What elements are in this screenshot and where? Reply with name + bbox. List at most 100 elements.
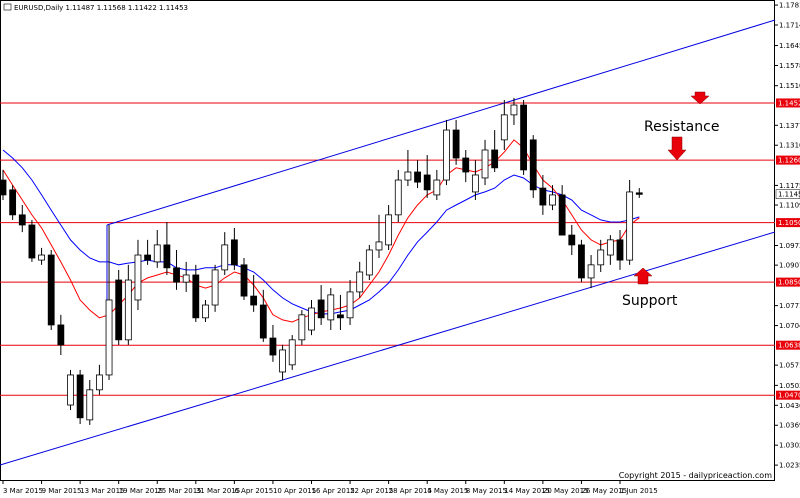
candle-body bbox=[578, 244, 585, 279]
y-tick-label: 1.16450 bbox=[779, 42, 800, 50]
y-tick-label: 1.05030 bbox=[779, 382, 800, 390]
y-tick-label: 1.05710 bbox=[779, 362, 800, 370]
x-tick-label: 14 May 2015 bbox=[504, 487, 550, 495]
candle-body bbox=[173, 267, 180, 283]
chart-icon bbox=[3, 3, 12, 11]
level-label-box bbox=[776, 277, 800, 287]
candle-body bbox=[520, 104, 527, 171]
candle-body bbox=[18, 214, 26, 226]
level-label-box bbox=[776, 340, 800, 350]
candles bbox=[0, 97, 643, 425]
candle-body bbox=[240, 264, 248, 297]
level-label: 1.10500 bbox=[778, 219, 800, 227]
candle-body bbox=[529, 139, 537, 191]
candle-body bbox=[385, 214, 393, 246]
x-tick-label: 25 Mar 2015 bbox=[157, 487, 201, 495]
candle-body bbox=[308, 307, 315, 331]
candle-body bbox=[317, 299, 325, 319]
candle-body bbox=[394, 179, 402, 216]
y-tick-label: 1.13100 bbox=[779, 142, 800, 150]
candle-body bbox=[134, 254, 142, 301]
candle-body bbox=[510, 104, 518, 116]
candle-body bbox=[549, 194, 556, 206]
y-tick-label: 1.15100 bbox=[779, 82, 800, 90]
level-label-box bbox=[776, 155, 800, 165]
y-tick-label: 1.11750 bbox=[779, 182, 800, 190]
level-label-box bbox=[776, 390, 800, 400]
x-tick-label: 19 Mar 2015 bbox=[119, 487, 163, 495]
candle-body bbox=[500, 114, 508, 141]
candle-body bbox=[356, 271, 364, 293]
y-tick-label: 1.03020 bbox=[779, 442, 800, 450]
current-price-label: 1.11453 bbox=[778, 191, 800, 199]
candle-body bbox=[57, 324, 65, 346]
level-label: 1.06380 bbox=[778, 342, 800, 350]
annotation: Resistance bbox=[644, 119, 719, 135]
x-tick-label: 28 Apr 2015 bbox=[389, 487, 432, 495]
candle-body bbox=[76, 374, 84, 419]
x-tick-label: 16 Apr 2015 bbox=[312, 487, 355, 495]
channel-upper bbox=[106, 19, 776, 226]
x-tick-label: 1 Jun 2015 bbox=[620, 487, 658, 495]
candle-body bbox=[105, 299, 113, 376]
y-tick-label: 1.03690 bbox=[779, 422, 800, 430]
copyright: Copyright 2015 - dailypriceaction.com bbox=[619, 471, 772, 480]
level-label-box bbox=[776, 218, 800, 228]
candle-body bbox=[182, 274, 190, 283]
candle-body bbox=[250, 295, 258, 306]
candle-body bbox=[211, 269, 219, 306]
candle-body bbox=[404, 171, 412, 181]
candle-body bbox=[346, 291, 354, 319]
candle-body bbox=[481, 149, 489, 179]
x-tick-label: 8 May 2015 bbox=[466, 487, 507, 495]
y-tick-label: 1.13770 bbox=[779, 122, 800, 130]
candle-body bbox=[124, 279, 132, 341]
candle-body bbox=[616, 239, 624, 261]
x-tick-label: 4 May 2015 bbox=[427, 487, 468, 495]
candle-body bbox=[288, 339, 296, 366]
arrow-down bbox=[690, 91, 710, 105]
x-tick-label: 3 Mar 2015 bbox=[3, 487, 43, 495]
candle-body bbox=[38, 254, 45, 261]
candle-body bbox=[414, 171, 421, 183]
candle-body bbox=[568, 234, 576, 246]
candle-body bbox=[163, 244, 171, 269]
candle-body bbox=[230, 239, 238, 266]
candle-body bbox=[47, 254, 55, 326]
x-tick-label: 13 Mar 2015 bbox=[80, 487, 124, 495]
candle-body bbox=[279, 349, 286, 373]
y-tick-label: 1.15780 bbox=[779, 62, 800, 70]
candle-body bbox=[153, 244, 161, 263]
annotation: Support bbox=[622, 293, 678, 309]
candle-body bbox=[423, 174, 431, 191]
candle-body bbox=[86, 389, 94, 421]
candle-body bbox=[269, 337, 277, 356]
candle-body bbox=[0, 179, 7, 196]
candle-body bbox=[67, 374, 74, 406]
candle-body bbox=[298, 314, 306, 341]
y-tick-label: 1.17140 bbox=[779, 21, 800, 29]
level-label: 1.08500 bbox=[778, 279, 800, 287]
level-label: 1.12600 bbox=[778, 157, 800, 165]
x-tick-label: 31 Mar 2015 bbox=[196, 487, 240, 495]
candle-body bbox=[606, 239, 614, 256]
y-tick-label: 1.09070 bbox=[779, 262, 800, 270]
candle-body bbox=[365, 249, 373, 276]
level-label-box bbox=[776, 98, 800, 108]
candle-body bbox=[471, 174, 479, 193]
candle-body bbox=[327, 294, 335, 321]
candle-body bbox=[115, 279, 123, 341]
y-tick-label: 1.11090 bbox=[779, 202, 800, 210]
candle-body bbox=[558, 194, 566, 236]
candle-body bbox=[443, 129, 450, 181]
arrow-up bbox=[633, 267, 653, 285]
candle-body bbox=[9, 189, 17, 216]
chart-title: EURUSD,Daily 1.11487 1.11568 1.11422 1.1… bbox=[14, 4, 188, 12]
arrow-down bbox=[667, 136, 687, 161]
candle-body bbox=[491, 149, 499, 169]
x-tick-label: 10 Apr 2015 bbox=[273, 487, 316, 495]
y-tick-label: 1.17810 bbox=[779, 2, 800, 10]
